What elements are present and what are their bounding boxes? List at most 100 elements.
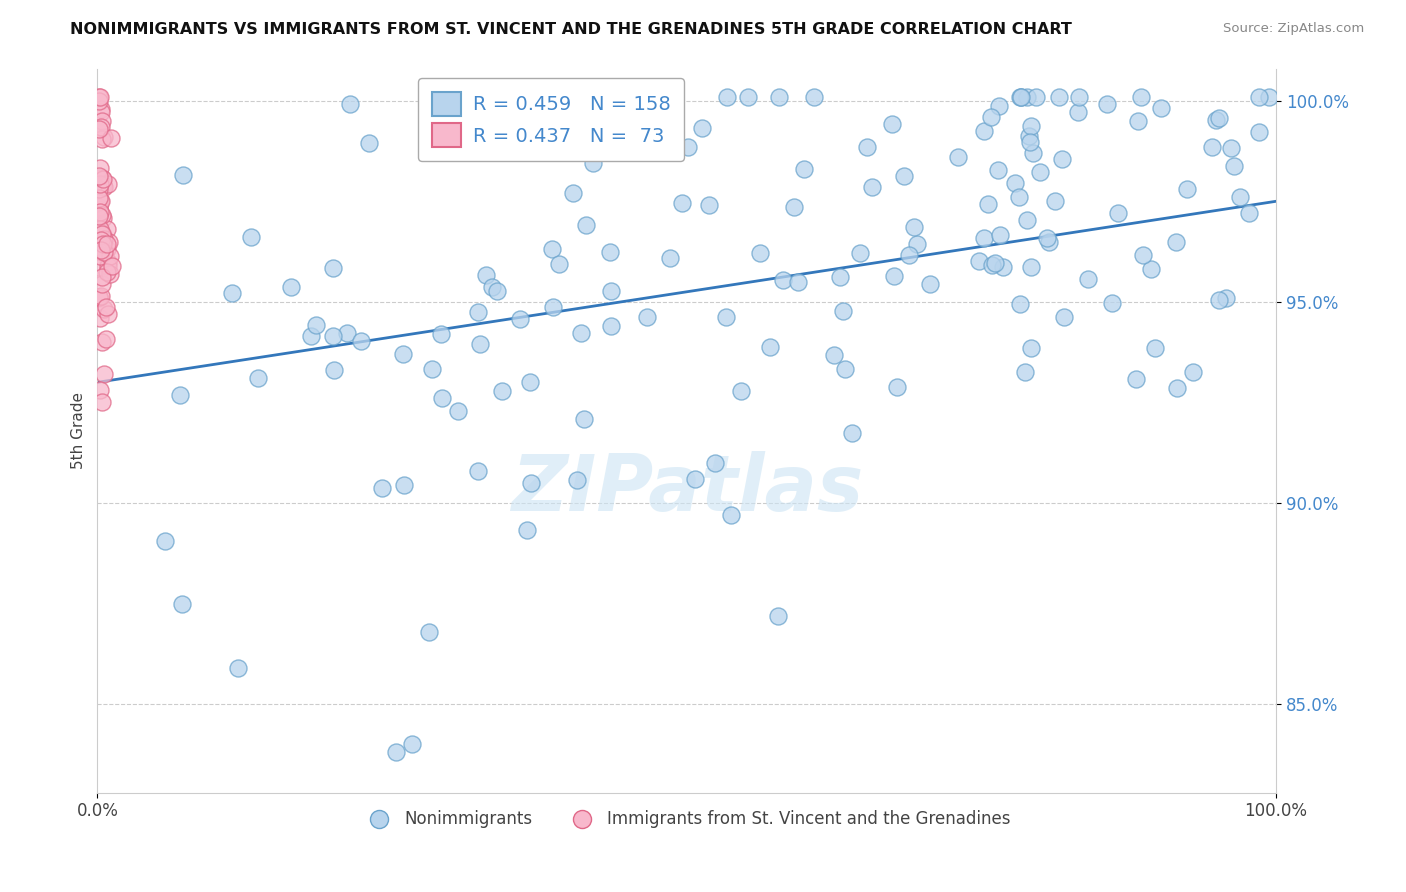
Point xyxy=(803,89,825,103)
Point xyxy=(1257,89,1279,103)
Point xyxy=(89,244,111,258)
Point xyxy=(1067,105,1090,120)
Point xyxy=(1053,310,1076,325)
Point xyxy=(89,202,111,216)
Point xyxy=(1017,213,1039,227)
Point xyxy=(98,235,121,249)
Point xyxy=(716,89,738,103)
Point xyxy=(97,307,120,321)
Point xyxy=(1208,111,1230,125)
Point xyxy=(401,738,423,752)
Point xyxy=(474,268,496,282)
Point xyxy=(903,219,925,234)
Point xyxy=(485,104,508,119)
Point xyxy=(849,246,872,260)
Point xyxy=(87,182,110,196)
Point xyxy=(87,290,110,304)
Point xyxy=(883,269,905,284)
Point xyxy=(671,195,693,210)
Point xyxy=(1128,114,1150,128)
Point xyxy=(89,290,111,304)
Point xyxy=(240,230,263,244)
Point xyxy=(1018,129,1040,144)
Point xyxy=(91,171,114,186)
Point xyxy=(101,259,124,273)
Point xyxy=(93,232,115,246)
Point xyxy=(541,242,564,256)
Point xyxy=(1125,372,1147,386)
Point xyxy=(89,161,111,175)
Point xyxy=(467,305,489,319)
Point xyxy=(87,94,110,108)
Point xyxy=(893,169,915,183)
Point xyxy=(91,237,114,252)
Point xyxy=(1182,365,1205,379)
Point xyxy=(96,237,118,252)
Point xyxy=(1239,206,1261,220)
Point xyxy=(1049,89,1071,103)
Point xyxy=(886,379,908,393)
Point xyxy=(1008,190,1031,204)
Point xyxy=(793,161,815,176)
Point xyxy=(280,280,302,294)
Point xyxy=(1247,89,1270,103)
Point xyxy=(91,211,114,225)
Point xyxy=(87,227,110,242)
Point xyxy=(1004,176,1026,190)
Point xyxy=(1038,235,1060,250)
Point xyxy=(96,243,118,257)
Point xyxy=(89,194,111,208)
Point xyxy=(91,227,114,242)
Point xyxy=(226,661,249,675)
Point xyxy=(305,318,328,332)
Point xyxy=(834,361,856,376)
Point xyxy=(786,275,808,289)
Point xyxy=(562,186,585,201)
Point xyxy=(907,236,929,251)
Point xyxy=(685,472,707,486)
Point xyxy=(90,103,112,117)
Point xyxy=(491,384,513,398)
Point xyxy=(89,89,111,103)
Point xyxy=(447,404,470,418)
Point xyxy=(90,120,112,135)
Point xyxy=(90,244,112,258)
Point xyxy=(153,533,176,548)
Point xyxy=(828,269,851,284)
Point xyxy=(350,334,373,349)
Point xyxy=(371,481,394,495)
Point xyxy=(1021,119,1043,133)
Point xyxy=(1017,89,1039,103)
Point xyxy=(221,286,243,301)
Point xyxy=(1010,89,1032,103)
Point xyxy=(97,259,120,273)
Point xyxy=(336,326,359,340)
Point xyxy=(1028,165,1050,179)
Point xyxy=(568,118,591,132)
Point xyxy=(599,245,621,260)
Point xyxy=(89,384,111,398)
Point xyxy=(1097,96,1119,111)
Point xyxy=(1014,365,1036,379)
Point xyxy=(87,208,110,222)
Point xyxy=(98,249,121,263)
Point xyxy=(339,96,361,111)
Point xyxy=(920,277,942,291)
Point xyxy=(600,285,623,299)
Point xyxy=(856,140,879,154)
Point xyxy=(541,300,564,314)
Point xyxy=(860,179,883,194)
Point xyxy=(91,172,114,186)
Point xyxy=(1025,89,1047,103)
Point xyxy=(841,426,863,441)
Point xyxy=(96,332,118,346)
Point xyxy=(509,311,531,326)
Point xyxy=(96,222,118,236)
Point xyxy=(87,260,110,274)
Point xyxy=(89,249,111,263)
Point xyxy=(91,132,114,146)
Point xyxy=(322,260,344,275)
Point xyxy=(1208,293,1230,308)
Point xyxy=(1166,381,1188,395)
Point xyxy=(759,339,782,353)
